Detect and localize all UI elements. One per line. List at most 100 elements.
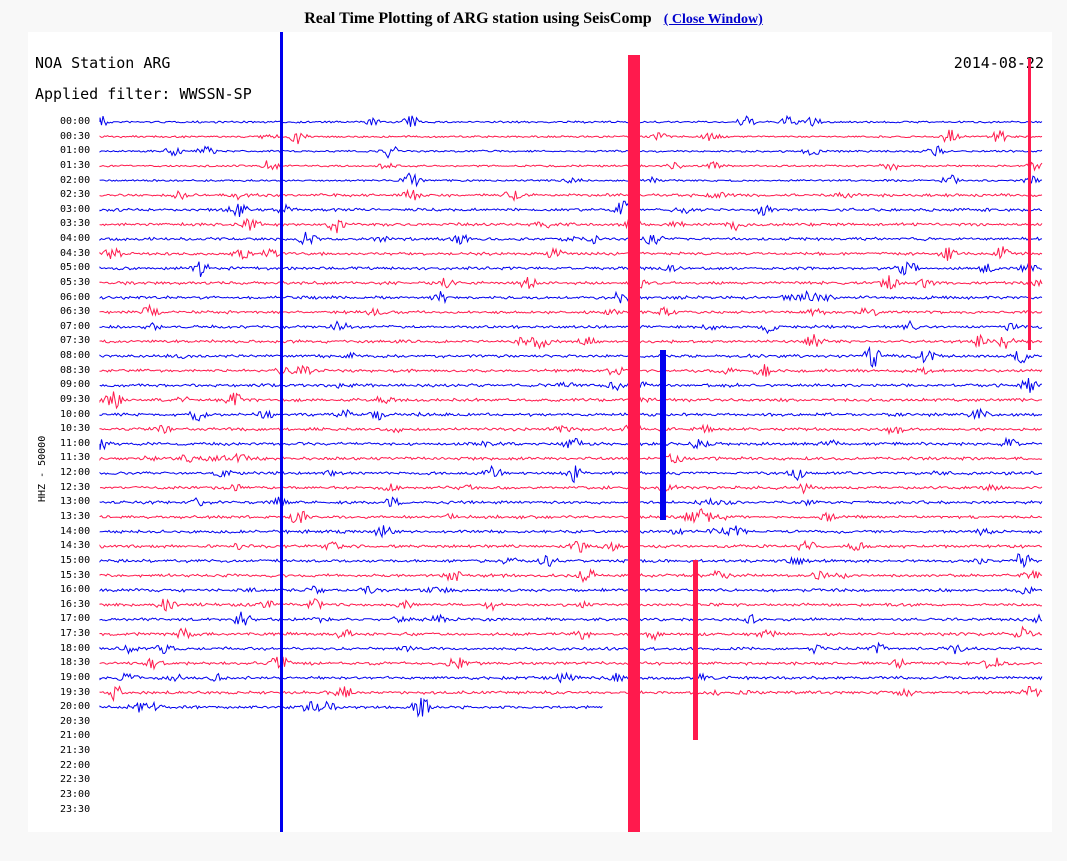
hour-label: 22:30 [60,774,91,786]
trace-line [99,231,1043,246]
hour-label: 03:00 [60,203,91,215]
trace-line [99,319,1043,335]
hour-label: 15:00 [60,554,91,566]
hour-label: 07:30 [60,335,91,347]
hour-label: 23:00 [60,788,91,800]
trace-line [99,364,1043,377]
trace-line [99,508,1043,524]
hour-label: 06:00 [60,291,91,303]
trace-line [99,188,1043,202]
trace-line [99,261,1043,277]
hour-label: 21:30 [60,745,91,757]
hour-label: 08:00 [60,350,91,362]
hour-label: 14:30 [60,540,91,552]
trace-line [99,160,1043,172]
trace-line [99,345,1043,368]
hour-label: 12:30 [60,481,91,493]
hour-label: 09:00 [60,379,91,391]
trace-line [99,585,1043,595]
station-name: NOA Station ARG [35,54,171,72]
hour-label: 04:00 [60,233,91,245]
hour-label: 17:30 [60,628,91,640]
hour-label: 10:00 [60,408,91,420]
trace-line [99,625,1042,642]
trace-line [99,217,1043,234]
trace-line [99,200,1043,217]
hour-label: 03:30 [60,218,91,230]
trace-line [99,539,1042,553]
trace-line [99,333,1043,350]
hour-label: 18:30 [60,657,91,669]
trace-line [99,275,1043,291]
trace-line [99,611,1043,626]
trace-line [99,525,1043,539]
hour-label: 00:00 [60,116,91,127]
filter-label: Applied filter: WWSSN-SP [35,85,252,103]
hour-label: 20:00 [60,701,91,713]
hour-label: 22:00 [60,759,91,771]
earthquake-spike [693,560,698,740]
trace-line [99,641,1043,655]
hour-label: 18:00 [60,642,91,654]
hour-label: 21:00 [60,730,91,742]
hour-label: 14:00 [60,525,91,537]
trace-line [99,553,1043,569]
trace-line [99,697,603,718]
trace-line [99,407,1043,422]
hour-label: 09:30 [60,393,91,405]
trace-line [99,303,1043,318]
trace-line [99,289,1043,305]
plot-date: 2014-08-22 [953,54,1044,72]
trace-line [99,685,1043,703]
hour-label: 13:30 [60,511,91,522]
hour-label: 04:30 [60,247,91,259]
hour-label: 23:30 [60,803,91,815]
hour-label: 05:30 [60,276,91,288]
trace-line [99,436,1043,451]
hour-label: 01:00 [60,145,91,157]
hour-label: 06:30 [60,306,91,318]
trace-line [99,421,1043,436]
hour-label: 08:30 [60,364,91,376]
hour-label: 17:00 [60,613,91,625]
trace-line [99,452,1043,464]
trace-line [99,129,1043,145]
page-header: Real Time Plotting of ARG station using … [0,10,1067,28]
hour-label: 01:30 [60,159,91,171]
trace-line [99,567,1043,584]
hour-label: 07:00 [60,320,91,332]
trace-line [99,656,1043,671]
hour-label: 00:30 [60,130,91,142]
hour-label: 02:00 [60,174,91,186]
trace-line [99,378,1043,393]
trace-line [99,464,1043,484]
page-title: Real Time Plotting of ARG station using … [304,10,652,27]
hour-label: 16:00 [60,584,91,596]
hour-label: 12:00 [60,467,91,479]
hour-label: 11:30 [60,452,91,464]
hour-label: 13:00 [60,496,91,508]
hour-label: 20:30 [60,715,91,727]
hour-label: 19:00 [60,671,91,683]
hour-label: 15:30 [60,569,91,581]
hour-label: 11:00 [60,437,91,449]
trace-line [99,671,1043,684]
hour-label: 16:30 [60,598,91,610]
hour-label: 10:30 [60,423,91,435]
hour-label: 05:00 [60,262,91,274]
trace-line [99,145,1043,159]
earthquake-spike [660,350,666,520]
trace-line [99,172,1043,188]
hour-label: 19:30 [60,686,91,698]
trace-line [99,482,1043,495]
hour-label: 02:30 [60,189,91,201]
trace-line [99,496,1043,510]
trace-line [99,114,1043,127]
earthquake-spike [628,55,640,832]
close-window-link[interactable]: ( Close Window) [663,12,763,27]
trace-line [99,246,1043,261]
earthquake-spike [1028,58,1031,350]
earthquake-spike [280,32,283,832]
trace-line [99,391,1043,410]
